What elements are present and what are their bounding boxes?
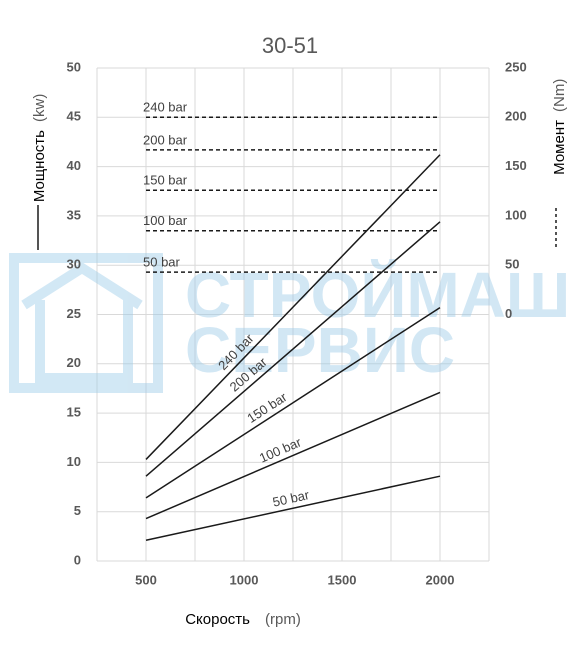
x-tick-label: 2000 [426, 572, 455, 587]
y-unit: (kw) [31, 94, 48, 122]
x-tick-label: 1000 [230, 572, 259, 587]
y-tick-label: 45 [67, 109, 81, 124]
power-line [145, 221, 441, 477]
y2-tick-label: 50 [505, 257, 519, 272]
y2-label: Момент [551, 120, 568, 175]
torque-line-label: 100 bar [143, 213, 188, 228]
y-tick-label: 30 [67, 257, 81, 272]
torque-line-label: 200 bar [143, 132, 188, 147]
torque-line-label: 150 bar [143, 173, 188, 188]
y2-tick-label: 250 [505, 59, 527, 74]
x-unit: (rpm) [265, 611, 301, 628]
y-tick-label: 25 [67, 306, 81, 321]
y2-axis-title: Момент (Nm) [551, 79, 568, 175]
y-tick-label: 5 [74, 503, 81, 518]
y2-tick-label: 150 [505, 158, 527, 173]
power-line [145, 475, 441, 542]
torque-line-label: 240 bar [143, 100, 188, 115]
power-line [145, 154, 441, 460]
y-tick-label: 35 [67, 207, 81, 222]
x-label: Скорость [185, 611, 250, 628]
y-tick-label: 50 [67, 59, 81, 74]
x-tick-label: 500 [135, 572, 157, 587]
y2-tick-label: 0 [505, 306, 512, 321]
watermark-logo [9, 253, 163, 393]
power-line [145, 306, 441, 499]
x-tick-label: 1500 [328, 572, 357, 587]
y2-unit: (Nm) [551, 79, 568, 112]
torque-line-label: 50 bar [143, 255, 181, 270]
y-tick-label: 40 [67, 158, 81, 173]
y-tick-label: 20 [67, 355, 81, 370]
y-tick-label: 0 [74, 552, 81, 567]
watermark-text: СТРОЙМАШ [185, 258, 570, 331]
y-tick-label: 15 [67, 405, 81, 420]
y-tick-label: 10 [67, 454, 81, 469]
y2-tick-label: 100 [505, 207, 527, 222]
power-line-label: 150 bar [244, 389, 290, 426]
y-axis-title: Мощность (kw) [31, 94, 48, 203]
power-line [145, 391, 441, 520]
y-label: Мощность [31, 130, 48, 202]
chart-title: 30-51 [262, 33, 318, 58]
y2-tick-label: 200 [505, 109, 527, 124]
